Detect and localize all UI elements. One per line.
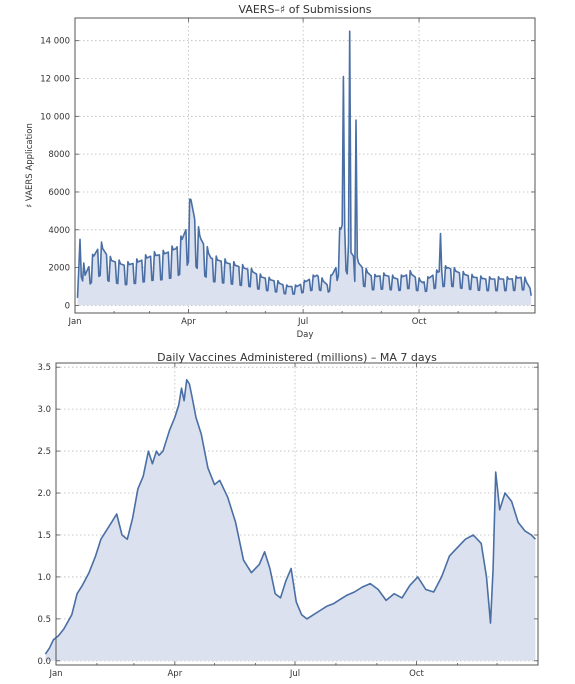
chart-title: Daily Vaccines Administered (millions) –… xyxy=(157,351,437,364)
chart-title: VAERS–♯ of Submissions xyxy=(239,3,372,16)
x-tick-label: Jan xyxy=(67,317,81,327)
vaccines-chart: Daily Vaccines Administered (millions) –… xyxy=(37,351,539,679)
y-tick-label: 10 000 xyxy=(40,112,70,122)
series-area xyxy=(77,31,532,306)
y-tick-label: 12 000 xyxy=(40,75,70,85)
x-tick-label: Apr xyxy=(167,669,182,679)
x-tick-label: Oct xyxy=(412,317,427,327)
plot-frame xyxy=(74,17,536,314)
y-tick-label: 14 000 xyxy=(40,37,70,47)
y-tick-label: 2000 xyxy=(48,264,70,274)
y-tick-label: 1.0 xyxy=(37,573,51,583)
x-axis-label: Day xyxy=(297,330,314,340)
x-tick-label: Apr xyxy=(181,317,196,327)
series-line xyxy=(44,379,536,655)
y-tick-label: 1.5 xyxy=(37,531,51,541)
y-tick-label: 3.0 xyxy=(37,405,51,415)
y-tick-label: 0 xyxy=(65,301,70,311)
y-axis-label: ♯ VAERS Application xyxy=(25,123,35,208)
y-tick-label: 2.0 xyxy=(37,489,51,499)
y-tick-label: 6000 xyxy=(48,188,70,198)
x-tick-label: Jul xyxy=(289,669,300,679)
series-area xyxy=(45,379,536,661)
x-tick-label: Oct xyxy=(409,669,424,679)
y-tick-label: 2.5 xyxy=(37,447,51,457)
y-tick-label: 0.5 xyxy=(37,615,51,625)
y-tick-label: 8000 xyxy=(48,150,70,160)
y-tick-label: 0.0 xyxy=(37,657,51,667)
x-tick-label: Jul xyxy=(297,317,308,327)
x-tick-label: Jan xyxy=(48,669,62,679)
y-tick-label: 4000 xyxy=(48,226,70,236)
series-line xyxy=(76,30,532,298)
y-tick-label: 3.5 xyxy=(37,363,51,373)
plot-frame xyxy=(55,362,539,666)
vaers-chart: VAERS–♯ of Submissions Jan Apr Jul Oct 0 2000 4… xyxy=(25,3,536,340)
